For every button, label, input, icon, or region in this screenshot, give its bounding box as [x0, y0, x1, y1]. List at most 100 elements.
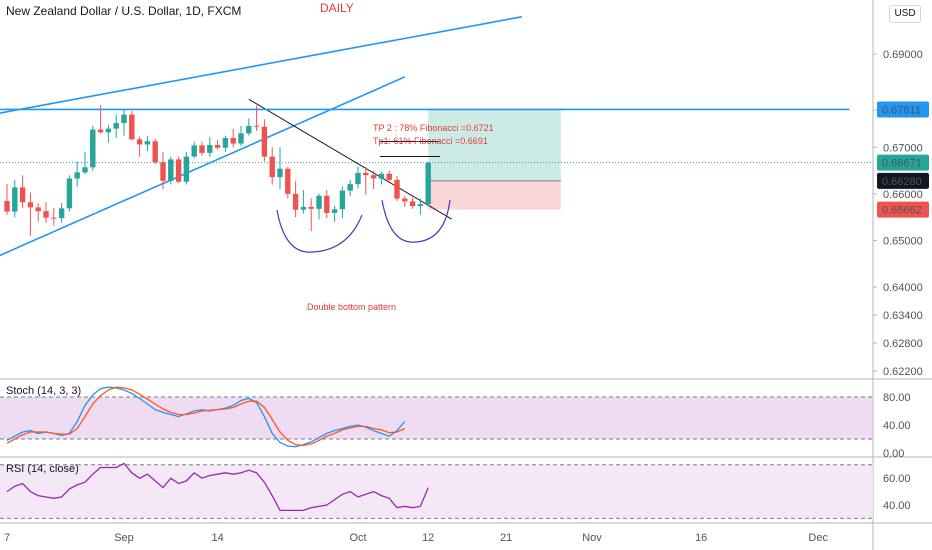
candle-body	[168, 159, 174, 181]
stoch-tick-label: 80.00	[883, 392, 911, 404]
stoch-pane: 0.00 40.00 80.00	[0, 386, 911, 460]
tp1-note: Tp1: 61% Fibonacci =0.6691	[373, 136, 488, 146]
price-tick-label: 0.62200	[883, 366, 923, 378]
candle-body	[43, 211, 49, 218]
currency-button[interactable]: USD	[889, 5, 921, 23]
candle-body	[207, 144, 213, 153]
take-profit-zone	[428, 109, 561, 181]
price-label-box	[877, 154, 929, 171]
candle-body	[97, 129, 104, 133]
pattern-note: Double bottom pattern	[307, 302, 397, 312]
rsi-band	[0, 464, 873, 519]
time-axis: 7 Sep 14 Oct 12 21 Nov 16 Dec	[4, 532, 829, 544]
candle-body	[222, 137, 229, 148]
stop-loss-zone	[428, 180, 561, 210]
candle-body	[339, 190, 346, 210]
candle-body	[347, 184, 353, 191]
candle-body	[152, 141, 158, 163]
candle-body	[246, 125, 252, 134]
candle-body	[183, 156, 190, 182]
candle-body	[300, 206, 307, 210]
candle-body	[269, 156, 275, 178]
candle-body	[386, 173, 392, 180]
candle-body	[160, 162, 166, 181]
candle-body	[191, 145, 197, 157]
candle-body	[144, 141, 151, 145]
candle-body	[19, 187, 26, 203]
candle-body	[363, 172, 369, 176]
trendlines	[0, 16, 873, 257]
candle-body	[4, 200, 10, 212]
rsi-tick-label: 60.00	[883, 473, 911, 485]
candle-body	[214, 144, 221, 148]
candle-body	[370, 175, 377, 179]
candle-body	[175, 159, 182, 182]
candle-body	[355, 172, 361, 185]
candle-body	[238, 133, 244, 144]
time-tick-label: 14	[211, 532, 223, 544]
candle-body	[316, 195, 322, 209]
price-label-text: 0.66280	[882, 176, 922, 188]
candle-body	[35, 207, 41, 212]
candle-body	[331, 209, 338, 213]
candle-body	[121, 114, 127, 124]
price-axis: 0.62200 0.62800 0.63400 0.64000 0.65000 0.660…	[873, 49, 929, 378]
rsi-tick-label: 40.00	[883, 500, 911, 512]
candle-body	[51, 217, 57, 219]
time-tick-label: Oct	[349, 532, 366, 544]
stoch-d-line	[6, 386, 406, 446]
candle-body	[105, 128, 112, 133]
candle-body	[113, 123, 119, 129]
time-tick-label: Dec	[808, 532, 828, 544]
price-tick-label: 0.69000	[883, 49, 923, 61]
candle-body	[324, 195, 330, 213]
candle-body	[66, 178, 73, 209]
candle-body	[277, 168, 283, 178]
candle-body	[129, 114, 135, 140]
candle-body	[409, 201, 416, 206]
candle-body	[58, 208, 65, 219]
price-label-box	[877, 201, 929, 218]
candle-body	[90, 129, 96, 168]
time-tick-label: 7	[4, 532, 10, 544]
trendline	[0, 76, 406, 257]
rsi-title: RSI (14, close)	[6, 463, 79, 475]
time-tick-label: 12	[422, 532, 434, 544]
candle-body	[230, 137, 236, 144]
candle-body	[378, 173, 385, 179]
stoch-tick-label: 40.00	[883, 420, 911, 432]
candle-body	[292, 193, 299, 210]
candle-body	[199, 145, 205, 153]
rsi-line	[6, 462, 429, 512]
time-tick-label: 16	[695, 532, 707, 544]
tp2-note: TP 2 : 78% Fibonacci =0.6721	[373, 123, 494, 133]
price-label-box	[877, 101, 929, 118]
stoch-band	[0, 397, 873, 439]
stoch-title: Stoch (14, 3, 3)	[6, 385, 82, 397]
time-tick-label: Sep	[114, 532, 134, 544]
trendline	[0, 16, 522, 114]
double-bottom-arc-right	[381, 199, 451, 243]
candle-body	[402, 198, 408, 202]
position-box	[428, 109, 561, 210]
price-tick-label: 0.67000	[883, 142, 923, 154]
price-tick-label: 0.63400	[883, 310, 923, 322]
candles	[4, 105, 431, 236]
candle-body	[27, 202, 34, 208]
candle-body	[82, 167, 88, 173]
price-label-text: 0.66671	[882, 158, 922, 170]
candle-body	[253, 125, 260, 127]
candle-body	[308, 206, 314, 209]
candle-body	[12, 187, 18, 212]
trendline	[248, 98, 452, 220]
price-label-text: 0.67811	[882, 104, 921, 116]
candle-body	[425, 162, 431, 205]
chart-title: New Zealand Dollar / U.S. Dollar, 1D, FX…	[6, 4, 242, 18]
timeframe-label: DAILY	[320, 1, 354, 15]
price-label-text: 0.65662	[882, 205, 922, 217]
time-tick-label: 21	[500, 532, 512, 544]
candle-body	[136, 139, 143, 145]
price-label-box	[877, 172, 929, 189]
